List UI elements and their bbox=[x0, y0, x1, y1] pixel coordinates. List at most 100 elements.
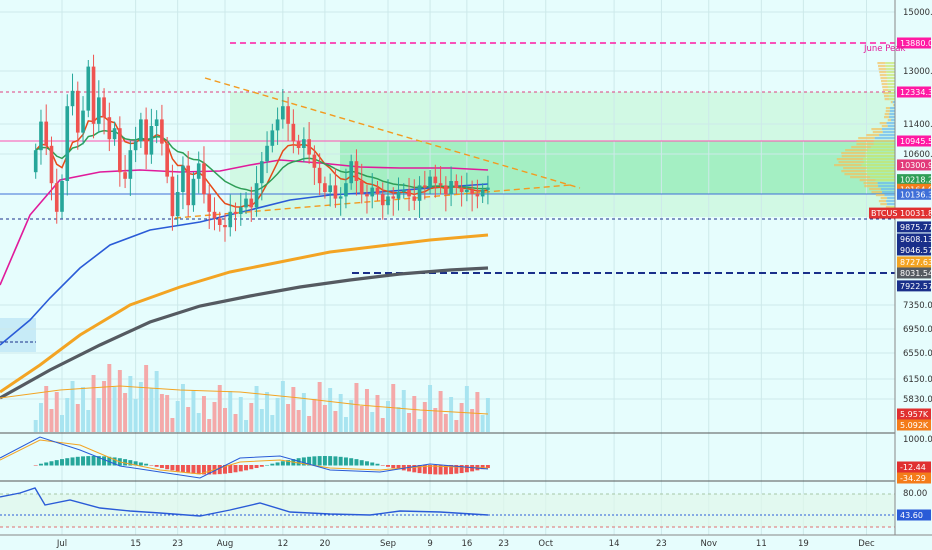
volume-bar bbox=[297, 410, 301, 432]
macd-hist-bar bbox=[160, 465, 164, 468]
time-tick-label: 23 bbox=[656, 539, 667, 549]
macd-hist-bar bbox=[365, 461, 369, 465]
volume-bar bbox=[312, 399, 316, 432]
volume-bar bbox=[181, 384, 185, 432]
price-tag-label: 9608.13 bbox=[900, 235, 932, 244]
profile-bar-down bbox=[887, 197, 895, 199]
volume-bar bbox=[176, 401, 180, 432]
volume-bar bbox=[102, 381, 106, 432]
profile-bar-up bbox=[841, 152, 865, 154]
ma-100 bbox=[0, 235, 488, 392]
candle-body bbox=[449, 181, 453, 194]
volume-bar bbox=[76, 404, 80, 432]
candle-body bbox=[244, 199, 248, 208]
macd-hist-bar bbox=[339, 457, 343, 466]
macd-hist-bar bbox=[170, 465, 174, 470]
macd-hist-bar bbox=[333, 456, 337, 465]
macd-hist-bar bbox=[260, 465, 264, 467]
profile-bar-down bbox=[866, 155, 895, 157]
grid-layer bbox=[0, 0, 895, 535]
candle-body bbox=[139, 119, 143, 141]
price-tag-label: 7922.57 bbox=[900, 282, 932, 291]
rsi-tag-label: 43.60 bbox=[900, 511, 923, 520]
time-tick-label: 9 bbox=[427, 539, 432, 549]
candle-body bbox=[465, 190, 469, 192]
profile-bar-up bbox=[880, 74, 887, 76]
volume-bar bbox=[318, 382, 322, 432]
candle-body bbox=[334, 185, 338, 198]
profile-bar-down bbox=[882, 191, 895, 193]
macd-hist-bar bbox=[360, 460, 364, 465]
candle-body bbox=[202, 163, 206, 194]
candle-body bbox=[344, 183, 348, 196]
price-tag-label: 8727.63 bbox=[900, 258, 932, 267]
candle-body bbox=[407, 190, 411, 197]
volume-bar bbox=[486, 398, 490, 432]
profile-bar-up bbox=[886, 110, 890, 112]
profile-bar-up bbox=[879, 68, 886, 70]
macd-hist-bar bbox=[92, 456, 96, 466]
candle-body bbox=[213, 212, 217, 219]
profile-bar-up bbox=[845, 149, 867, 151]
macd-tag-label: -12.44 bbox=[900, 463, 926, 472]
profile-bar-down bbox=[889, 95, 895, 97]
profile-bar-up bbox=[879, 200, 886, 202]
candle-body bbox=[249, 199, 253, 208]
volume-bar bbox=[170, 418, 174, 432]
price-axis: 15000.00 13000.00 11400.00 10600.00 10031.82… bbox=[869, 0, 932, 535]
macd-hist-bar bbox=[76, 457, 80, 466]
profile-bar-down bbox=[863, 158, 895, 160]
price-tag-label: 10945.52 bbox=[900, 137, 932, 146]
candle-body bbox=[339, 196, 343, 198]
volume-bar bbox=[423, 402, 427, 432]
macd-hist-bar bbox=[218, 465, 222, 474]
profile-bar-up bbox=[877, 62, 885, 64]
volume-bar bbox=[86, 410, 90, 432]
macd-pane bbox=[0, 437, 490, 478]
price-tick-label: 6550.00 bbox=[903, 349, 932, 359]
macd-hist-bar bbox=[186, 465, 190, 473]
profile-bar-down bbox=[887, 122, 895, 124]
volume-bar bbox=[218, 385, 222, 432]
macd-hist-bar bbox=[465, 465, 469, 472]
macd-hist-bar bbox=[144, 464, 148, 466]
volume-bar bbox=[418, 419, 422, 432]
profile-bar-down bbox=[878, 185, 895, 187]
macd-hist-bar bbox=[381, 465, 385, 466]
macd-hist-bar bbox=[65, 458, 69, 465]
profile-bar-up bbox=[880, 122, 887, 124]
candle-body bbox=[349, 161, 353, 183]
profile-bar-up bbox=[866, 134, 879, 136]
volume-bar bbox=[191, 390, 195, 432]
volume-bar bbox=[397, 407, 401, 432]
volume-bar bbox=[207, 419, 211, 432]
macd-hist-bar bbox=[376, 464, 380, 466]
profile-bar-up bbox=[856, 143, 873, 145]
volume-bar bbox=[255, 386, 259, 432]
volume-bar bbox=[444, 414, 448, 432]
time-tick-label: 23 bbox=[498, 539, 509, 549]
macd-hist-bar bbox=[155, 465, 159, 467]
rsi-band bbox=[0, 494, 895, 527]
volume-bar bbox=[349, 400, 353, 432]
volume-bar bbox=[155, 371, 159, 432]
candle-body bbox=[313, 155, 317, 168]
volume-bar bbox=[344, 417, 348, 432]
volume-bar bbox=[354, 383, 358, 432]
macd-hist-bar bbox=[60, 459, 64, 465]
time-tick-label: 14 bbox=[609, 539, 620, 549]
profile-bar-down bbox=[866, 167, 895, 169]
macd-hist-bar bbox=[149, 465, 153, 466]
volume-bar bbox=[128, 376, 132, 432]
time-tick-label: Sep bbox=[380, 539, 396, 549]
volume-bar bbox=[44, 386, 48, 432]
volume-bar bbox=[186, 407, 190, 432]
volume-bar bbox=[113, 387, 117, 432]
profile-bar-up bbox=[871, 128, 882, 130]
candle-body bbox=[155, 119, 159, 126]
macd-hist-bar bbox=[176, 465, 180, 471]
profile-bar-up bbox=[888, 119, 891, 121]
macd-hist-bar bbox=[39, 464, 43, 466]
volume-bar bbox=[333, 411, 337, 432]
